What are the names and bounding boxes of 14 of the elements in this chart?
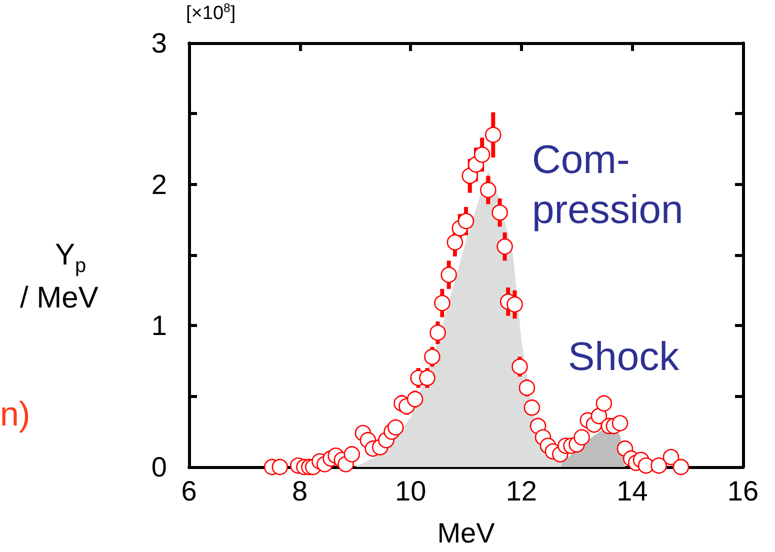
annotation: Shock: [568, 335, 680, 379]
x-tick-label: 10: [395, 476, 426, 506]
x-tick-label: 8: [292, 476, 308, 506]
y-tick-label: 3: [151, 28, 167, 58]
x-tick-label: 14: [616, 476, 648, 506]
text: n): [0, 395, 30, 434]
y-tick-label: 1: [151, 310, 167, 342]
annotation: Com- pression: [532, 138, 684, 232]
x-tick-label: 16: [727, 476, 759, 506]
y-tick-label: 2: [151, 168, 167, 200]
x-axis-title: MeV: [437, 518, 496, 548]
y-tick-label: 0: [151, 452, 167, 482]
x-tick-label: 6: [181, 476, 197, 506]
x-tick-label: 12: [506, 476, 537, 506]
